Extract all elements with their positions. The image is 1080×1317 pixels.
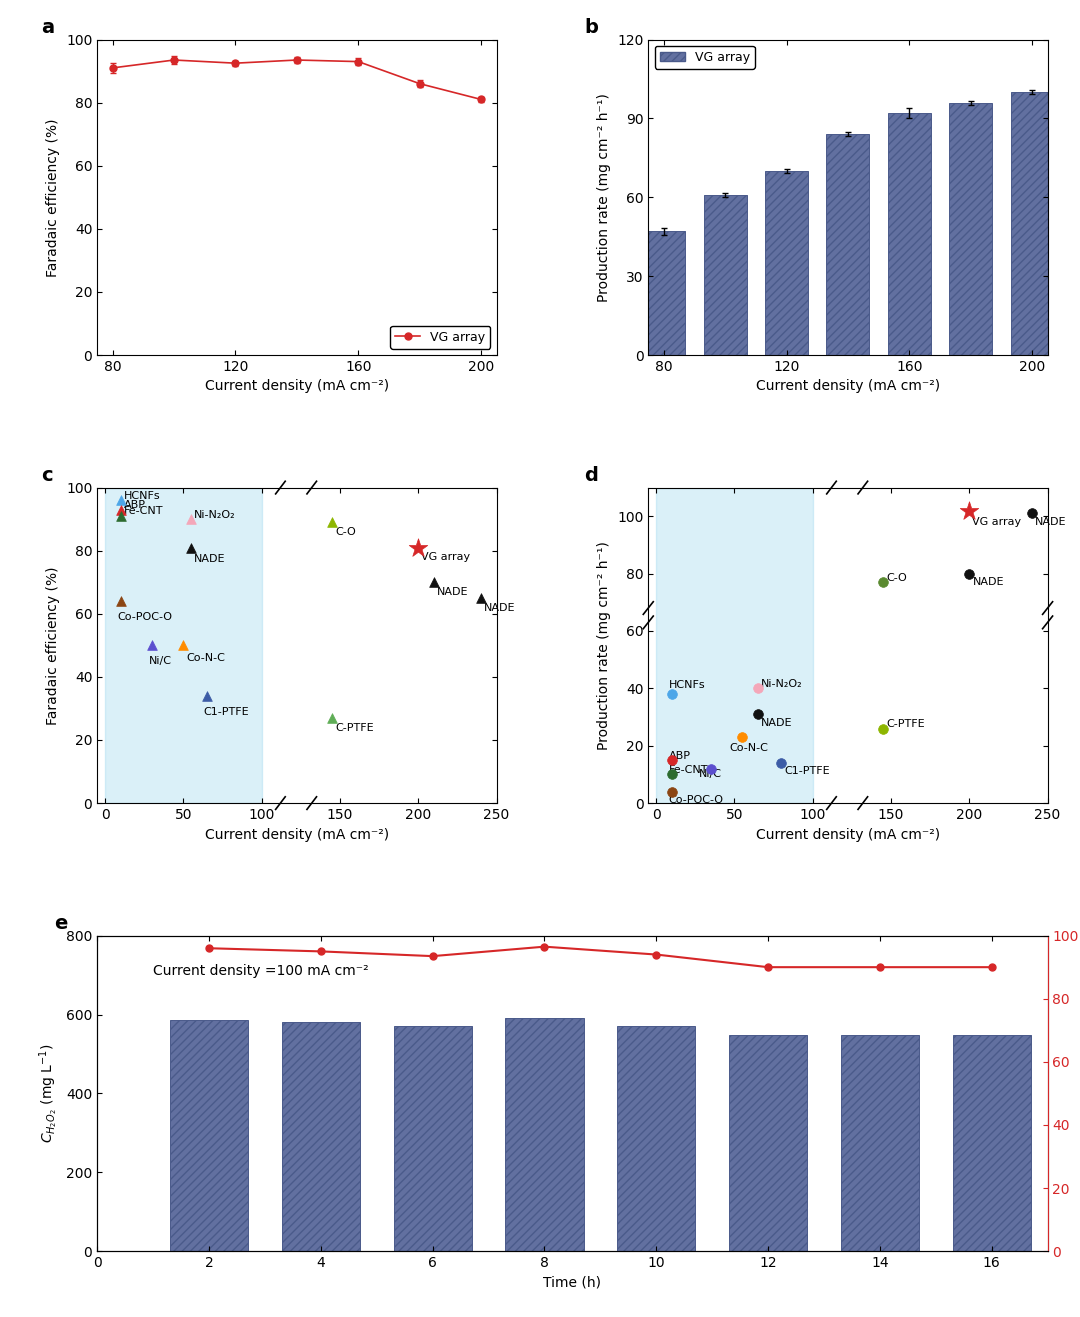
Point	[750, 678, 767, 699]
Point	[183, 508, 200, 529]
Y-axis label: Production rate (mg cm⁻² h⁻¹): Production rate (mg cm⁻² h⁻¹)	[597, 541, 611, 749]
Text: C1-PTFE: C1-PTFE	[204, 707, 249, 716]
Y-axis label: Production rate (mg cm⁻² h⁻¹): Production rate (mg cm⁻² h⁻¹)	[597, 92, 611, 302]
Text: e: e	[54, 914, 68, 934]
Bar	[888, 113, 931, 356]
X-axis label: Current density (mA cm⁻²): Current density (mA cm⁻²)	[205, 827, 389, 842]
Point	[663, 781, 680, 802]
Point	[733, 727, 751, 748]
Text: Co-POC-O: Co-POC-O	[118, 612, 173, 622]
Text: C-PTFE: C-PTFE	[335, 723, 374, 732]
X-axis label: Time (h): Time (h)	[543, 1276, 602, 1289]
Point	[175, 635, 192, 656]
Bar	[840, 1035, 919, 1251]
Text: d: d	[584, 466, 598, 485]
Point	[323, 707, 340, 728]
Point	[961, 500, 978, 522]
Point	[702, 759, 719, 780]
Text: NADE: NADE	[972, 577, 1004, 587]
Bar	[282, 1022, 360, 1251]
Text: NADE: NADE	[194, 553, 226, 564]
Text: NADE: NADE	[484, 603, 515, 612]
Text: Ni-N₂O₂: Ni-N₂O₂	[761, 680, 802, 689]
Bar	[953, 1035, 1030, 1251]
Point	[409, 537, 427, 558]
Bar	[703, 195, 746, 356]
Bar	[657, 487, 813, 803]
Point	[112, 506, 130, 527]
Point	[750, 703, 767, 724]
Text: b: b	[584, 18, 598, 37]
X-axis label: Current density (mA cm⁻²): Current density (mA cm⁻²)	[756, 827, 940, 842]
Text: Co-N-C: Co-N-C	[730, 744, 769, 753]
Point	[1024, 503, 1041, 524]
Text: VG array: VG array	[421, 552, 471, 562]
Bar	[765, 171, 808, 356]
Text: ABP: ABP	[124, 500, 146, 510]
Text: NADE: NADE	[1035, 516, 1067, 527]
Point	[323, 512, 340, 533]
Text: Co-POC-O: Co-POC-O	[669, 795, 724, 805]
Text: C-O: C-O	[887, 573, 907, 583]
Point	[183, 537, 200, 558]
Point	[773, 752, 791, 773]
Bar	[170, 1021, 248, 1251]
Bar	[1011, 92, 1054, 356]
Point	[663, 749, 680, 770]
Y-axis label: Faradaic efficiency (%): Faradaic efficiency (%)	[46, 566, 60, 724]
Bar	[505, 1018, 583, 1251]
Text: Ni/C: Ni/C	[699, 769, 721, 780]
X-axis label: Current density (mA cm⁻²): Current density (mA cm⁻²)	[205, 379, 389, 394]
Text: c: c	[41, 466, 53, 485]
Legend: VG array: VG array	[390, 325, 490, 349]
Text: Ni/C: Ni/C	[149, 656, 172, 666]
Point	[112, 499, 130, 520]
Bar	[105, 487, 261, 803]
Bar	[393, 1026, 472, 1251]
Bar	[617, 1026, 696, 1251]
Text: ABP: ABP	[669, 751, 690, 761]
Text: Fe-CNT: Fe-CNT	[124, 506, 163, 516]
Text: C-PTFE: C-PTFE	[887, 719, 924, 730]
Text: Ni-N₂O₂: Ni-N₂O₂	[194, 510, 235, 519]
Point	[663, 764, 680, 785]
Bar	[643, 232, 685, 356]
Text: Current density =100 mA cm⁻²: Current density =100 mA cm⁻²	[153, 964, 368, 979]
Text: NADE: NADE	[761, 718, 793, 728]
Point	[961, 564, 978, 585]
Y-axis label: Faradaic efficiency (%): Faradaic efficiency (%)	[46, 119, 60, 277]
Text: C-O: C-O	[335, 527, 356, 537]
Text: NADE: NADE	[437, 587, 469, 597]
Point	[112, 590, 130, 611]
Text: C1-PTFE: C1-PTFE	[784, 766, 831, 777]
Text: Co-N-C: Co-N-C	[187, 653, 226, 662]
Point	[875, 718, 892, 739]
Point	[426, 572, 443, 593]
Text: HCNFs: HCNFs	[124, 491, 161, 500]
Legend: VG array: VG array	[654, 46, 755, 68]
Point	[112, 490, 130, 511]
Point	[472, 587, 489, 608]
Point	[875, 572, 892, 593]
Bar	[826, 134, 869, 356]
Point	[144, 635, 161, 656]
Text: a: a	[41, 18, 54, 37]
Y-axis label: $C_{H_2O_2}$ (mg L$^{-1}$): $C_{H_2O_2}$ (mg L$^{-1}$)	[38, 1043, 60, 1143]
Text: HCNFs: HCNFs	[669, 681, 705, 690]
Bar	[949, 103, 993, 356]
Bar	[729, 1035, 807, 1251]
X-axis label: Current density (mA cm⁻²): Current density (mA cm⁻²)	[756, 379, 940, 394]
Point	[198, 685, 215, 706]
Text: Fe-CNT: Fe-CNT	[669, 765, 708, 774]
Point	[663, 684, 680, 705]
Text: VG array: VG array	[972, 516, 1022, 527]
